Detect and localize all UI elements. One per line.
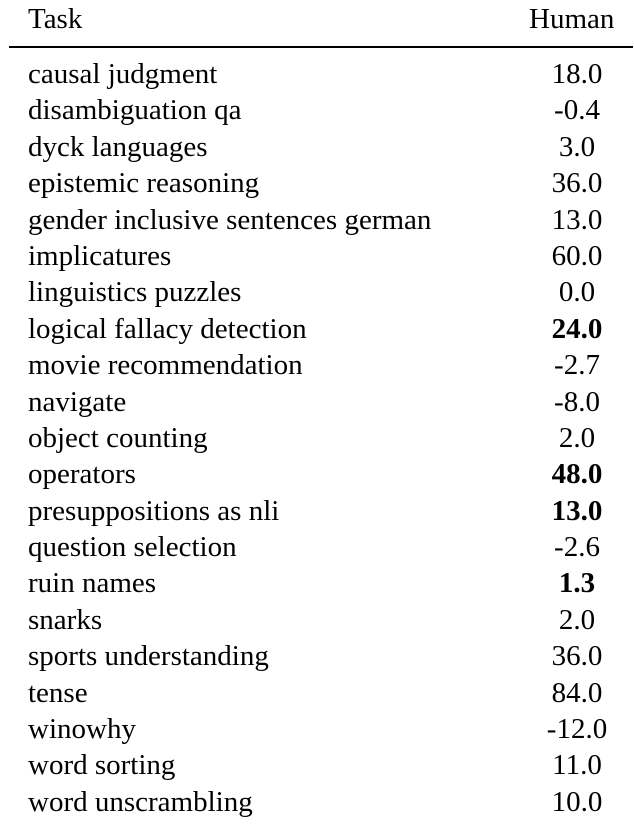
human-score-cell: 0.0 — [558, 276, 596, 309]
table-row: presuppositions as nli 13.0 — [0, 493, 634, 529]
table-row: word unscrambling 10.0 — [0, 784, 634, 820]
table-row: winowhy -12.0 — [0, 711, 634, 747]
task-cell: implicatures — [28, 239, 172, 272]
table-row: tense 84.0 — [0, 675, 634, 711]
table-row: sports understanding 36.0 — [0, 638, 634, 674]
table-header: Task Human — [0, 0, 634, 40]
task-cell: object counting — [28, 421, 208, 454]
task-cell: dyck languages — [28, 130, 208, 163]
human-score-cell: 1.3 — [558, 567, 596, 600]
task-cell: snarks — [28, 603, 103, 636]
table-row: gender inclusive sentences german 13.0 — [0, 202, 634, 238]
task-cell: word unscrambling — [28, 785, 253, 818]
task-cell: navigate — [28, 385, 127, 418]
human-score-cell: 24.0 — [551, 312, 603, 345]
table-row: epistemic reasoning 36.0 — [0, 165, 634, 201]
human-score-cell: 36.0 — [551, 640, 603, 673]
table-row: navigate -8.0 — [0, 384, 634, 420]
human-score-cell: 48.0 — [551, 458, 603, 491]
human-score-cell: 2.0 — [558, 421, 596, 454]
table-row: implicatures 60.0 — [0, 238, 634, 274]
human-score-cell: -8.0 — [554, 385, 600, 418]
task-cell: gender inclusive sentences german — [28, 203, 432, 236]
human-score-cell: -2.7 — [554, 349, 600, 382]
table-row: dyck languages 3.0 — [0, 129, 634, 165]
task-cell: movie recommendation — [28, 349, 303, 382]
task-cell: operators — [28, 458, 136, 491]
table-row: causal judgment 18.0 — [0, 56, 634, 92]
human-score-cell: 84.0 — [551, 676, 603, 709]
table-row: linguistics puzzles 0.0 — [0, 274, 634, 310]
table-row: disambiguation qa -0.4 — [0, 92, 634, 128]
task-cell: epistemic reasoning — [28, 167, 260, 200]
task-cell: word sorting — [28, 749, 176, 782]
task-cell: linguistics puzzles — [28, 276, 242, 309]
human-score-cell: 13.0 — [551, 203, 603, 236]
task-cell: winowhy — [28, 713, 136, 746]
human-score-cell: -0.4 — [554, 94, 600, 127]
table-body: causal judgment 18.0 disambiguation qa -0.4… — [0, 56, 634, 820]
header-human: Human — [529, 3, 615, 35]
human-score-cell: 13.0 — [551, 494, 603, 527]
human-score-cell: 36.0 — [551, 167, 603, 200]
task-cell: logical fallacy detection — [28, 312, 307, 345]
human-score-cell: 11.0 — [552, 749, 602, 782]
table-row: movie recommendation -2.7 — [0, 347, 634, 383]
table-row: object counting 2.0 — [0, 420, 634, 456]
task-cell: disambiguation qa — [28, 94, 242, 127]
table-row: question selection -2.6 — [0, 529, 634, 565]
task-cell: ruin names — [28, 567, 157, 600]
table-row: ruin names 1.3 — [0, 565, 634, 601]
table-row: logical fallacy detection 24.0 — [0, 311, 634, 347]
table-row: snarks 2.0 — [0, 602, 634, 638]
header-rule — [9, 46, 633, 48]
human-score-cell: -12.0 — [546, 713, 608, 746]
table-row: word sorting 11.0 — [0, 747, 634, 783]
task-cell: causal judgment — [28, 58, 218, 90]
task-cell: question selection — [28, 531, 237, 564]
task-cell: tense — [28, 676, 88, 709]
table-row: operators 48.0 — [0, 456, 634, 492]
human-score-cell: 18.0 — [551, 58, 603, 90]
human-score-cell: 60.0 — [551, 239, 603, 272]
task-cell: presuppositions as nli — [28, 494, 280, 527]
human-score-cell: 2.0 — [558, 603, 596, 636]
human-score-cell: 10.0 — [551, 785, 603, 818]
human-score-cell: -2.6 — [554, 531, 600, 564]
task-cell: sports understanding — [28, 640, 269, 673]
header-task: Task — [28, 3, 83, 35]
human-score-cell: 3.0 — [558, 130, 596, 163]
